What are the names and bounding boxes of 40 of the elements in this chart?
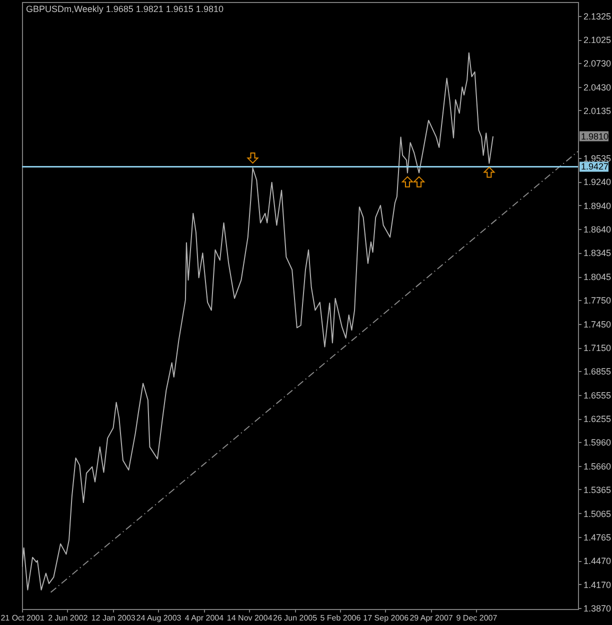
y-tick-label: 1.8940 [584, 200, 612, 211]
y-tick-label: 1.5065 [584, 508, 612, 519]
y-tick-label: 1.8045 [584, 272, 612, 282]
y-tick-label: 1.8640 [584, 224, 612, 235]
x-tick-label: 17 Sep 2006 [363, 614, 410, 622]
ref-line-label: 1.9427 [581, 162, 609, 172]
y-tick-label: 1.6855 [584, 366, 612, 377]
y-tick-label: 1.3870 [584, 604, 612, 614]
y-tick-label: 1.9535 [584, 154, 612, 164]
y-tick-label: 1.6255 [584, 414, 612, 424]
y-tick-label: 1.9240 [584, 177, 612, 188]
x-tick-label: 12 Jan 2003 [91, 614, 136, 622]
x-tick-label: 24 Aug 2003 [136, 614, 182, 622]
y-tick-label: 1.6555 [584, 390, 612, 400]
y-tick-label: 1.7150 [584, 343, 612, 354]
x-tick-label: 29 Apr 2007 [410, 614, 454, 622]
y-tick-label: 2.0135 [584, 106, 612, 116]
y-tick-label: 1.7750 [584, 295, 612, 306]
y-tick-label: 1.4765 [584, 532, 612, 543]
y-tick-label: 1.5365 [584, 484, 612, 495]
annotation: 1.9810 [581, 131, 609, 142]
x-tick-label: 14 Nov 2004 [226, 614, 273, 622]
y-tick-label: 2.0730 [584, 58, 612, 69]
x-tick-label: 9 Dec 2007 [456, 614, 498, 622]
x-tick-label: 26 Jun 2005 [273, 614, 318, 622]
y-tick-label: 2.0430 [584, 82, 612, 93]
y-tick-label: 1.5660 [584, 461, 612, 472]
x-tick-label: 5 Feb 2006 [320, 614, 362, 622]
chart-title: GBPUSDm,Weekly 1.9685 1.9821 1.9615 1.9810 [26, 4, 224, 14]
y-tick-label: 1.4470 [584, 556, 612, 566]
line-series [22, 52, 494, 590]
y-tick-label: 2.1025 [584, 35, 612, 46]
x-tick-label: 2 Jun 2002 [48, 614, 88, 622]
x-tick-label: 4 Apr 2004 [184, 614, 224, 622]
y-tick-label: 1.7450 [584, 319, 612, 330]
x-tick-label: 21 Oct 2001 [0, 614, 45, 622]
y-tick-label: 2.1325 [584, 11, 612, 22]
y-tick-label: 1.5960 [584, 438, 612, 448]
y-tick-label: 1.4170 [584, 580, 612, 590]
y-tick-label: 1.8345 [584, 248, 612, 258]
